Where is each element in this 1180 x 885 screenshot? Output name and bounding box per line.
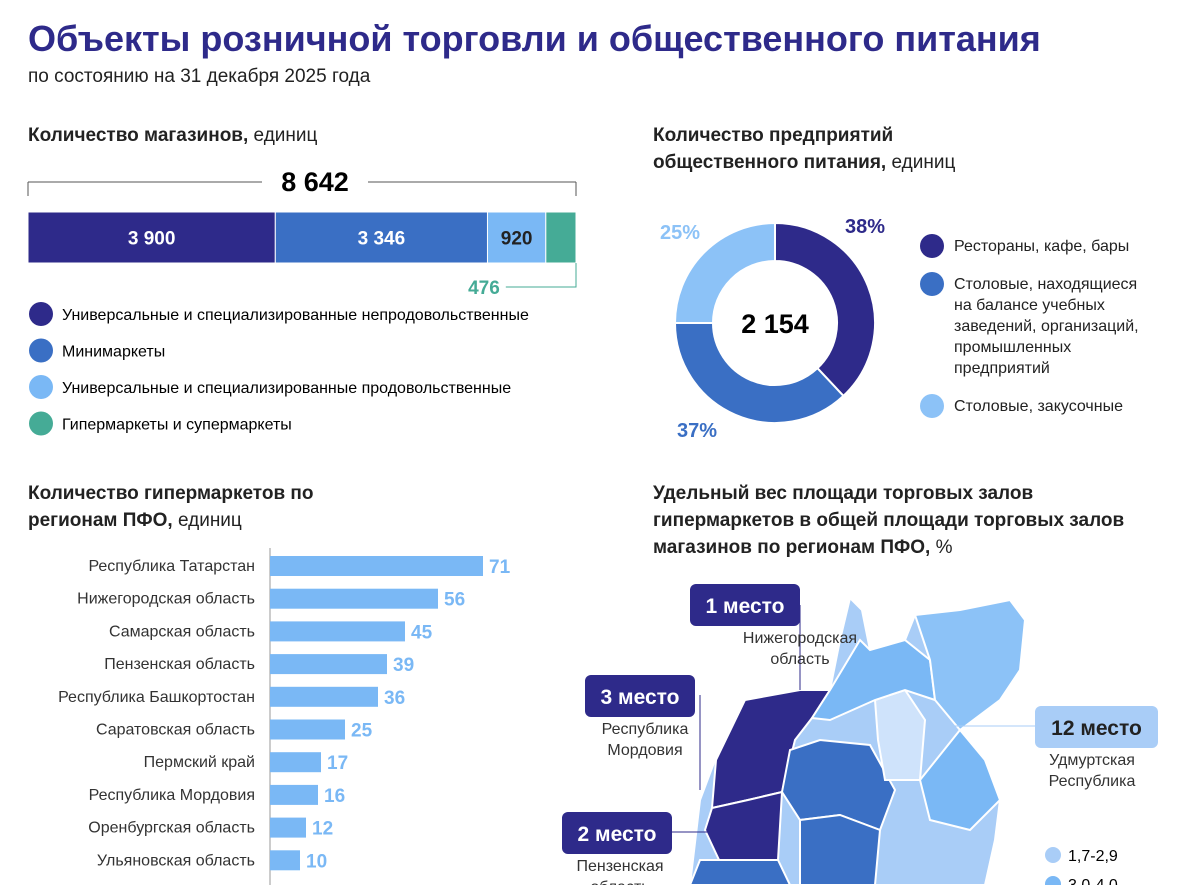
map-region (913, 598, 1027, 732)
rank-label: 3 место (601, 686, 680, 709)
data-label: 37% (677, 420, 717, 442)
bar (270, 588, 438, 609)
donut-segment (774, 221, 876, 398)
bar (270, 850, 300, 871)
category-label: Нижегородская область (77, 591, 255, 608)
map (672, 596, 1035, 885)
legend-label: Рестораны, кафе, бары (954, 238, 1130, 255)
leader (505, 263, 577, 288)
data-label: 25% (660, 222, 700, 244)
data-label: 39 (393, 655, 414, 676)
data-label: 45 (411, 622, 433, 643)
data-label: 36 (384, 688, 405, 709)
legend-label: 1,7-2,9 (1068, 848, 1118, 865)
legend-label: Столовые, закусочные (954, 398, 1123, 415)
bar (270, 784, 318, 805)
legend-marker (29, 375, 53, 399)
bar (270, 654, 387, 675)
region-label: Нижегородская область (742, 630, 858, 668)
data-label: 25 (351, 721, 373, 742)
category-label: Саратовская область (96, 722, 255, 739)
data-label: 38% (845, 216, 885, 238)
category-label: Пензенская область (104, 656, 255, 673)
bar-segment (545, 211, 577, 264)
legend-label: Гипермаркеты и супермаркеты (62, 417, 292, 434)
legend-marker (29, 338, 53, 363)
legend-marker (920, 234, 944, 258)
category-label: Оренбургская область (88, 820, 255, 837)
category-label: Республика Татарстан (88, 558, 255, 575)
legend-label: 3,0-4,0 (1068, 877, 1118, 885)
rank-badge (1035, 706, 1158, 748)
legend-label: Универсальные и специализированные непро… (62, 307, 529, 324)
rank-label: 12 место (1051, 717, 1142, 740)
chart-title: Количество предприятий общественного пит… (653, 125, 956, 173)
map-region (688, 859, 792, 885)
legend-label: Универсальные и специализированные продо… (62, 380, 511, 397)
rank-label: 1 место (706, 595, 785, 618)
legend-label: Столовые, находящиеся на балансе учебных… (954, 276, 1139, 377)
bar (270, 817, 306, 838)
region-label: Республика Мордовия (601, 721, 689, 759)
legend-marker (29, 302, 53, 326)
donut-segment (673, 221, 776, 324)
legend-marker (29, 411, 53, 436)
rank-label: 2 место (578, 823, 657, 846)
category-label: Пермский край (144, 754, 255, 771)
data-label: 56 (444, 590, 465, 611)
bar (270, 621, 405, 642)
data-label: 3 346 (358, 229, 406, 250)
category-label: Ульяновская область (97, 852, 255, 869)
bar-segment (27, 211, 276, 264)
page-subtitle: по состоянию на 31 декабря 2025 года (28, 66, 371, 87)
donut-segment (673, 322, 845, 424)
chart-title: Количество гипермаркетов по регионам ПФО… (28, 483, 314, 531)
legend-marker (920, 394, 944, 418)
data-label: 16 (324, 786, 345, 807)
bar (270, 752, 321, 773)
data-label: 71 (489, 557, 511, 578)
data-label: 10 (306, 851, 327, 872)
bar-segment (274, 211, 488, 264)
map-region (799, 813, 882, 885)
legend-marker (920, 272, 944, 296)
bar (270, 686, 378, 707)
bar-segment (486, 211, 547, 264)
data-label: 3 900 (128, 229, 176, 250)
rank-badge (585, 675, 695, 717)
bar (270, 556, 483, 576)
rank-badge (690, 584, 800, 626)
rank-badge (562, 812, 672, 854)
total-label: 8 642 (281, 167, 349, 197)
total-label: 2 154 (741, 309, 809, 339)
legend-marker (1045, 847, 1061, 863)
category-label: Республика Мордовия (89, 787, 255, 804)
data-label: 12 (312, 819, 333, 840)
region-label: Пензенская область (576, 858, 664, 885)
data-label: 476 (468, 278, 500, 299)
bar (270, 719, 345, 740)
chart-title: Удельный вес площади торговых залов гипе… (653, 483, 1125, 558)
chart-title: Количество магазинов, единиц (28, 125, 318, 146)
category-label: Республика Башкортостан (58, 689, 255, 706)
region-label: Удмуртская Республика (1048, 752, 1136, 790)
category-label: Самарская область (109, 623, 255, 640)
page-title: Объекты розничной торговли и общественно… (28, 18, 1041, 59)
data-label: 920 (501, 229, 533, 250)
legend-marker (1045, 876, 1061, 885)
legend-label: Минимаркеты (62, 344, 165, 361)
data-label: 17 (327, 753, 348, 774)
